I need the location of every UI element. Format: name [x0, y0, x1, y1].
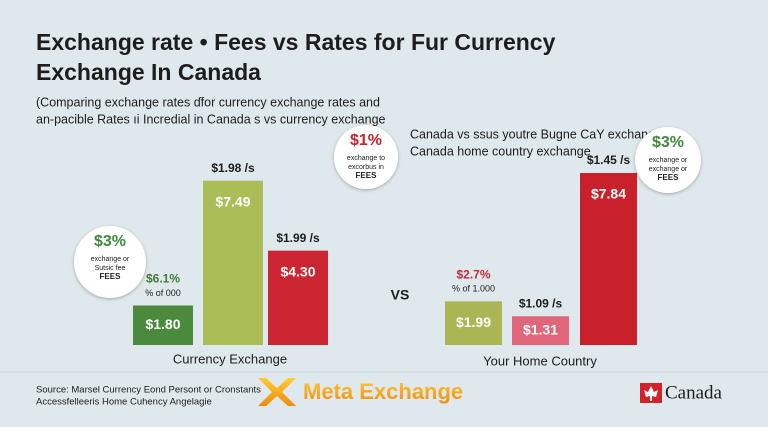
annotation: $1.45 /s [587, 153, 631, 167]
subtitle: Canada vs ssus youtre Bugne CaY exchange… [410, 127, 675, 141]
annotation: $2.7% [456, 268, 490, 282]
callout [334, 125, 398, 189]
source: Source: Marsel Currency Eond Persont or … [36, 385, 261, 396]
vs-label: VS [391, 287, 410, 303]
maple-leaf [644, 386, 658, 401]
subtitle: Canada home country exchange [410, 144, 591, 158]
callout-text: exchange or [91, 256, 130, 263]
bar [445, 301, 502, 345]
annotation: $6.1% [146, 272, 180, 286]
value-label: $1.99 [456, 314, 491, 330]
bar [512, 316, 569, 345]
subtitle: (Comparing exchange rates ɗfor currency … [36, 95, 380, 109]
annotation: $1.09 /s [519, 296, 563, 310]
value-label: $1.31 [523, 321, 558, 337]
callout-value: $3% [94, 233, 126, 250]
value-label: $4.30 [280, 263, 315, 279]
callout-text: FEES [356, 171, 378, 180]
callout-text: exchange to [347, 155, 385, 162]
callout-text: Sutsic fee [95, 265, 126, 272]
callout [635, 127, 701, 193]
group-label: Currency Exchange [173, 351, 287, 366]
annotation: $1.98 /s [211, 161, 255, 175]
bar [133, 305, 193, 345]
value-label: $7.49 [215, 193, 250, 209]
annotation: $1.99 /s [276, 231, 320, 245]
callout-text: FEES [658, 173, 680, 182]
annotation: % of 000 [145, 288, 181, 298]
callout-text: FEES [100, 272, 122, 281]
bar [580, 173, 637, 345]
title: Exchange rate • Fees vs Rates for Fur Cu… [36, 29, 556, 55]
group-label: Your Home Country [483, 353, 597, 368]
callout-text: exchange or [649, 157, 688, 164]
bar [268, 250, 328, 345]
source: Accessfelleeris Home Cuhency Angelagie [36, 397, 212, 408]
value-label: $7.84 [591, 186, 626, 202]
callout-value: $3% [652, 134, 684, 151]
brand: Meta Exchange [303, 379, 463, 404]
brand-logo [258, 378, 296, 406]
annotation: % of 1.000 [452, 284, 495, 294]
title: Exchange In Canada [36, 59, 261, 85]
country: Canada [665, 382, 723, 403]
bar [203, 180, 263, 345]
callout-value: $1% [350, 132, 382, 149]
callout [74, 226, 146, 298]
callout-text: exchange or [649, 166, 688, 173]
subtitle: an-pacible Rates ıi Incredial in Canada … [36, 112, 386, 126]
callout-text: excorbus in [348, 164, 384, 171]
value-label: $1.80 [145, 316, 180, 332]
